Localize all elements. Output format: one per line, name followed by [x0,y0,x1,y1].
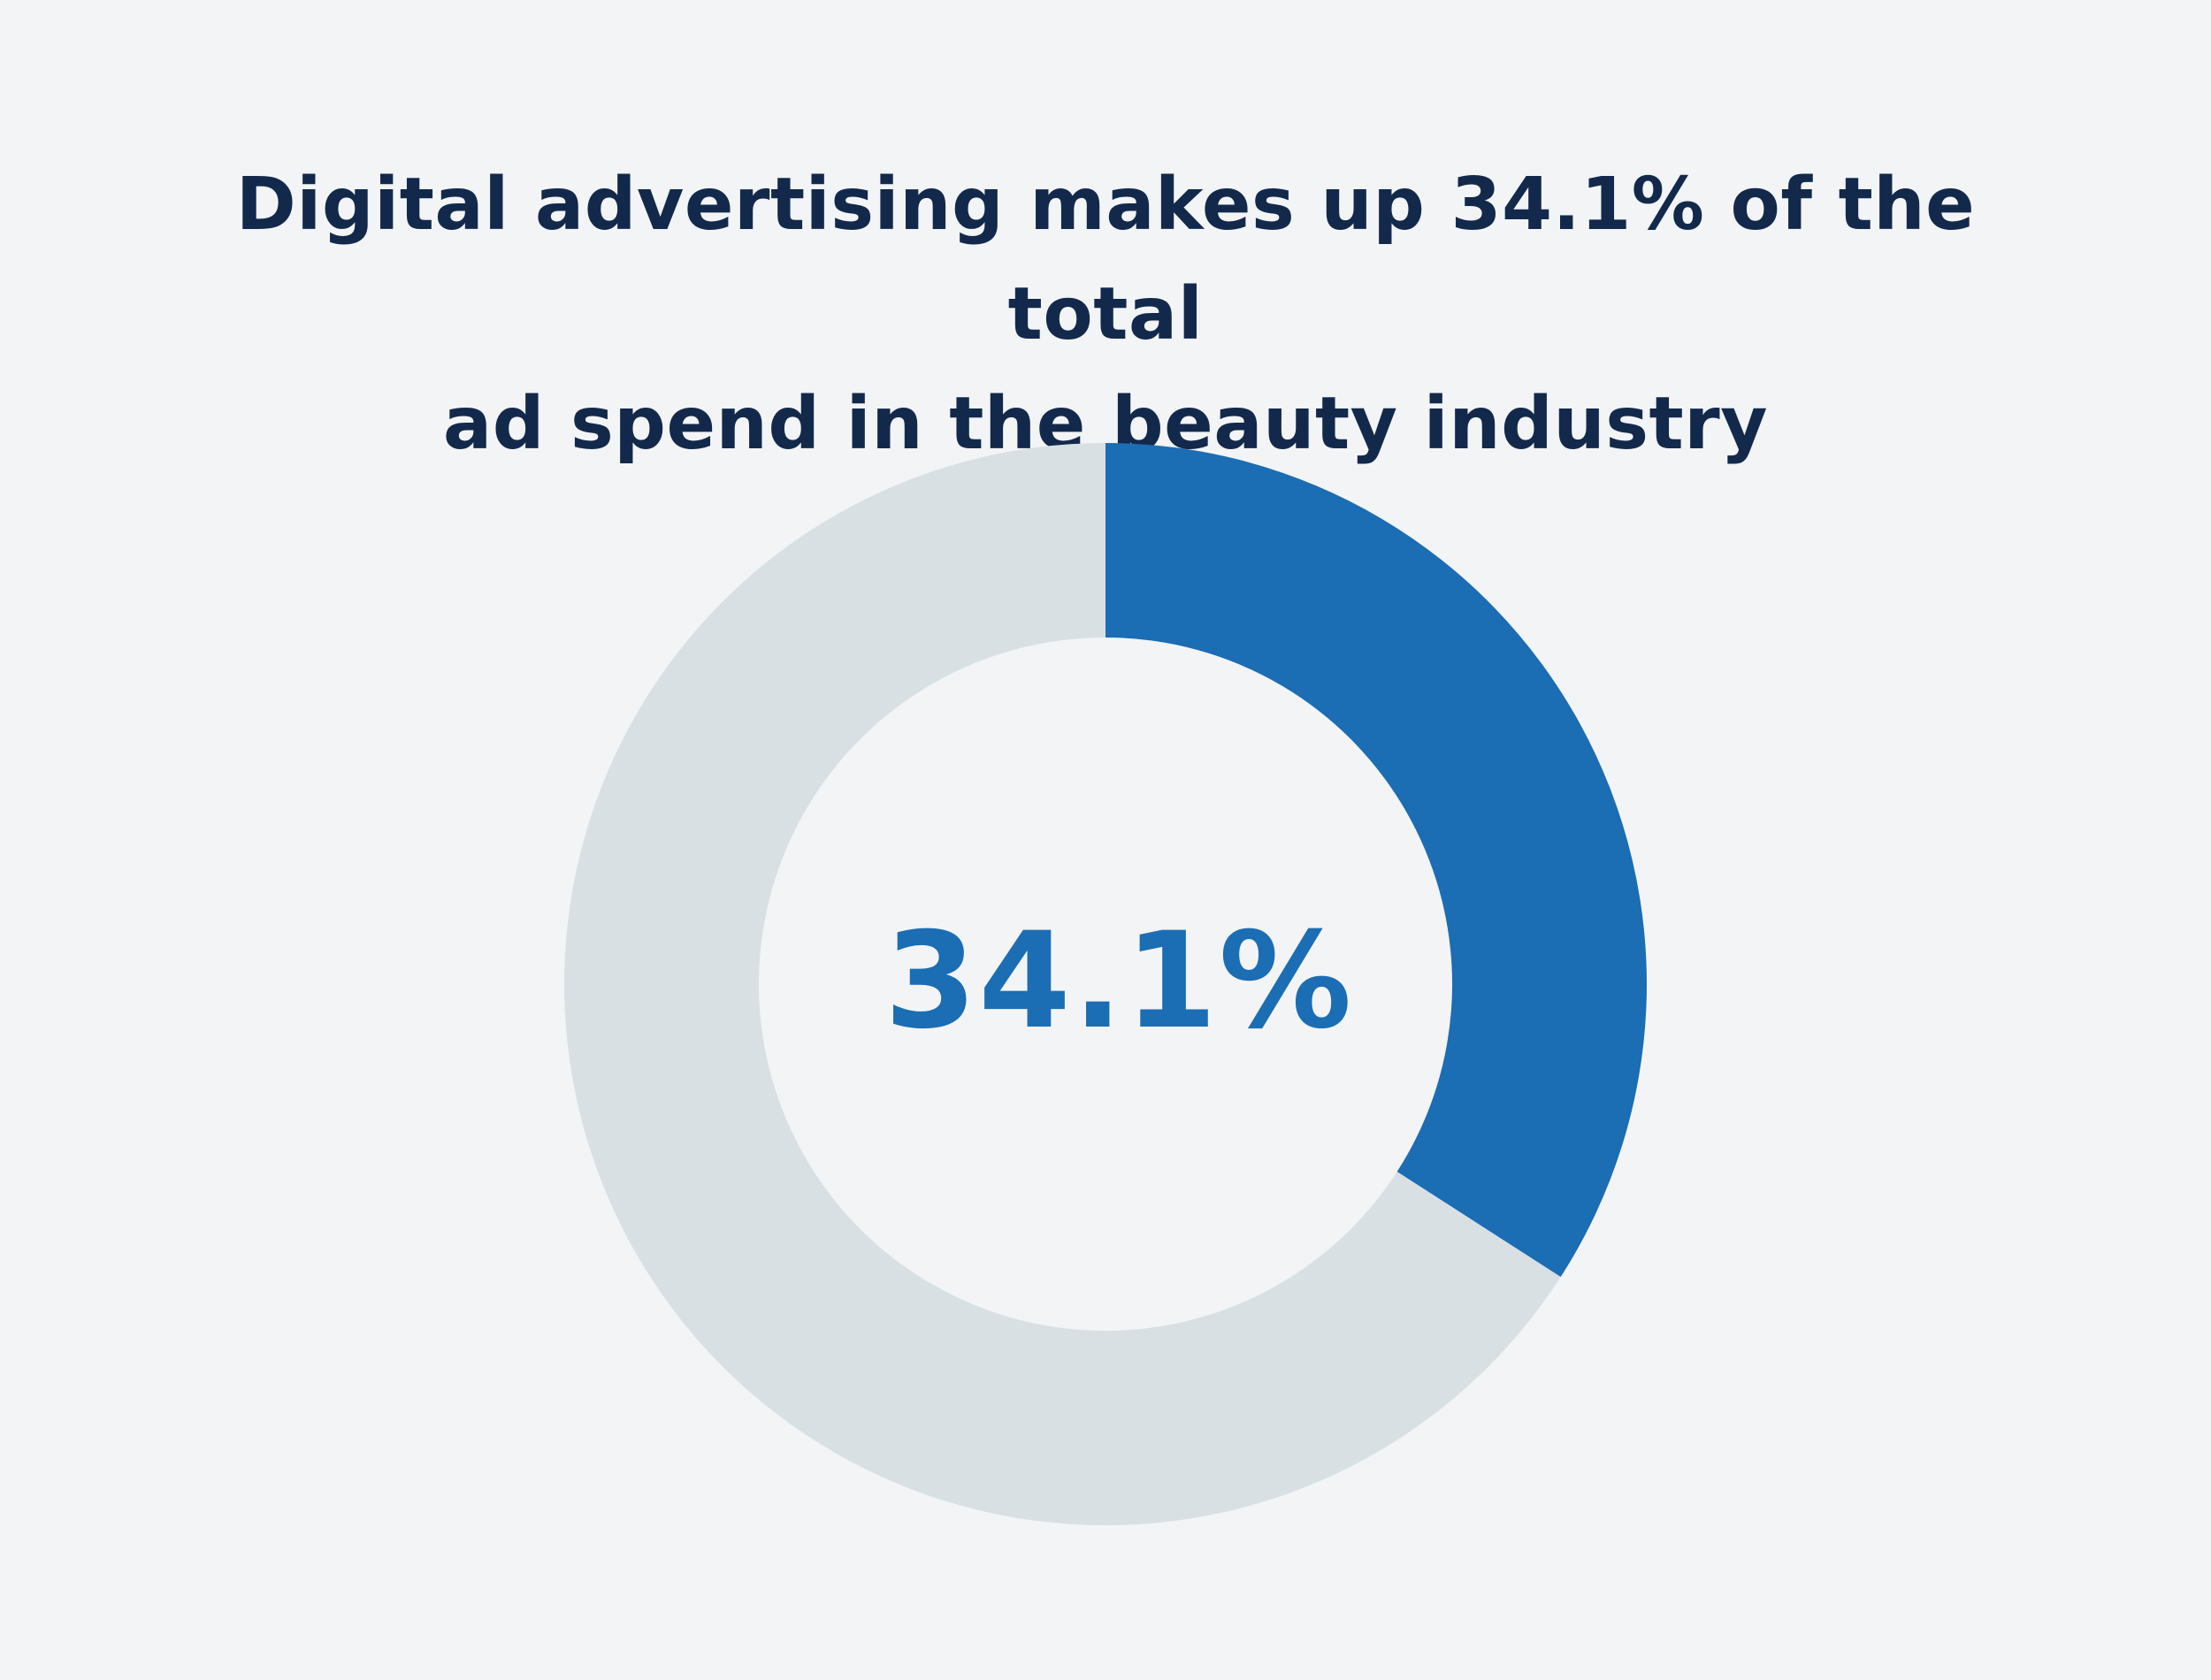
chart-title-line-1: Digital advertising makes up 34.1% of th… [235,163,1976,356]
chart-title: Digital advertising makes up 34.1% of th… [133,150,2078,479]
donut-slice-remainder [564,442,1561,1525]
donut-slice-digital [1106,443,1647,1278]
center-percentage-label: 34.1% [884,905,1354,1058]
